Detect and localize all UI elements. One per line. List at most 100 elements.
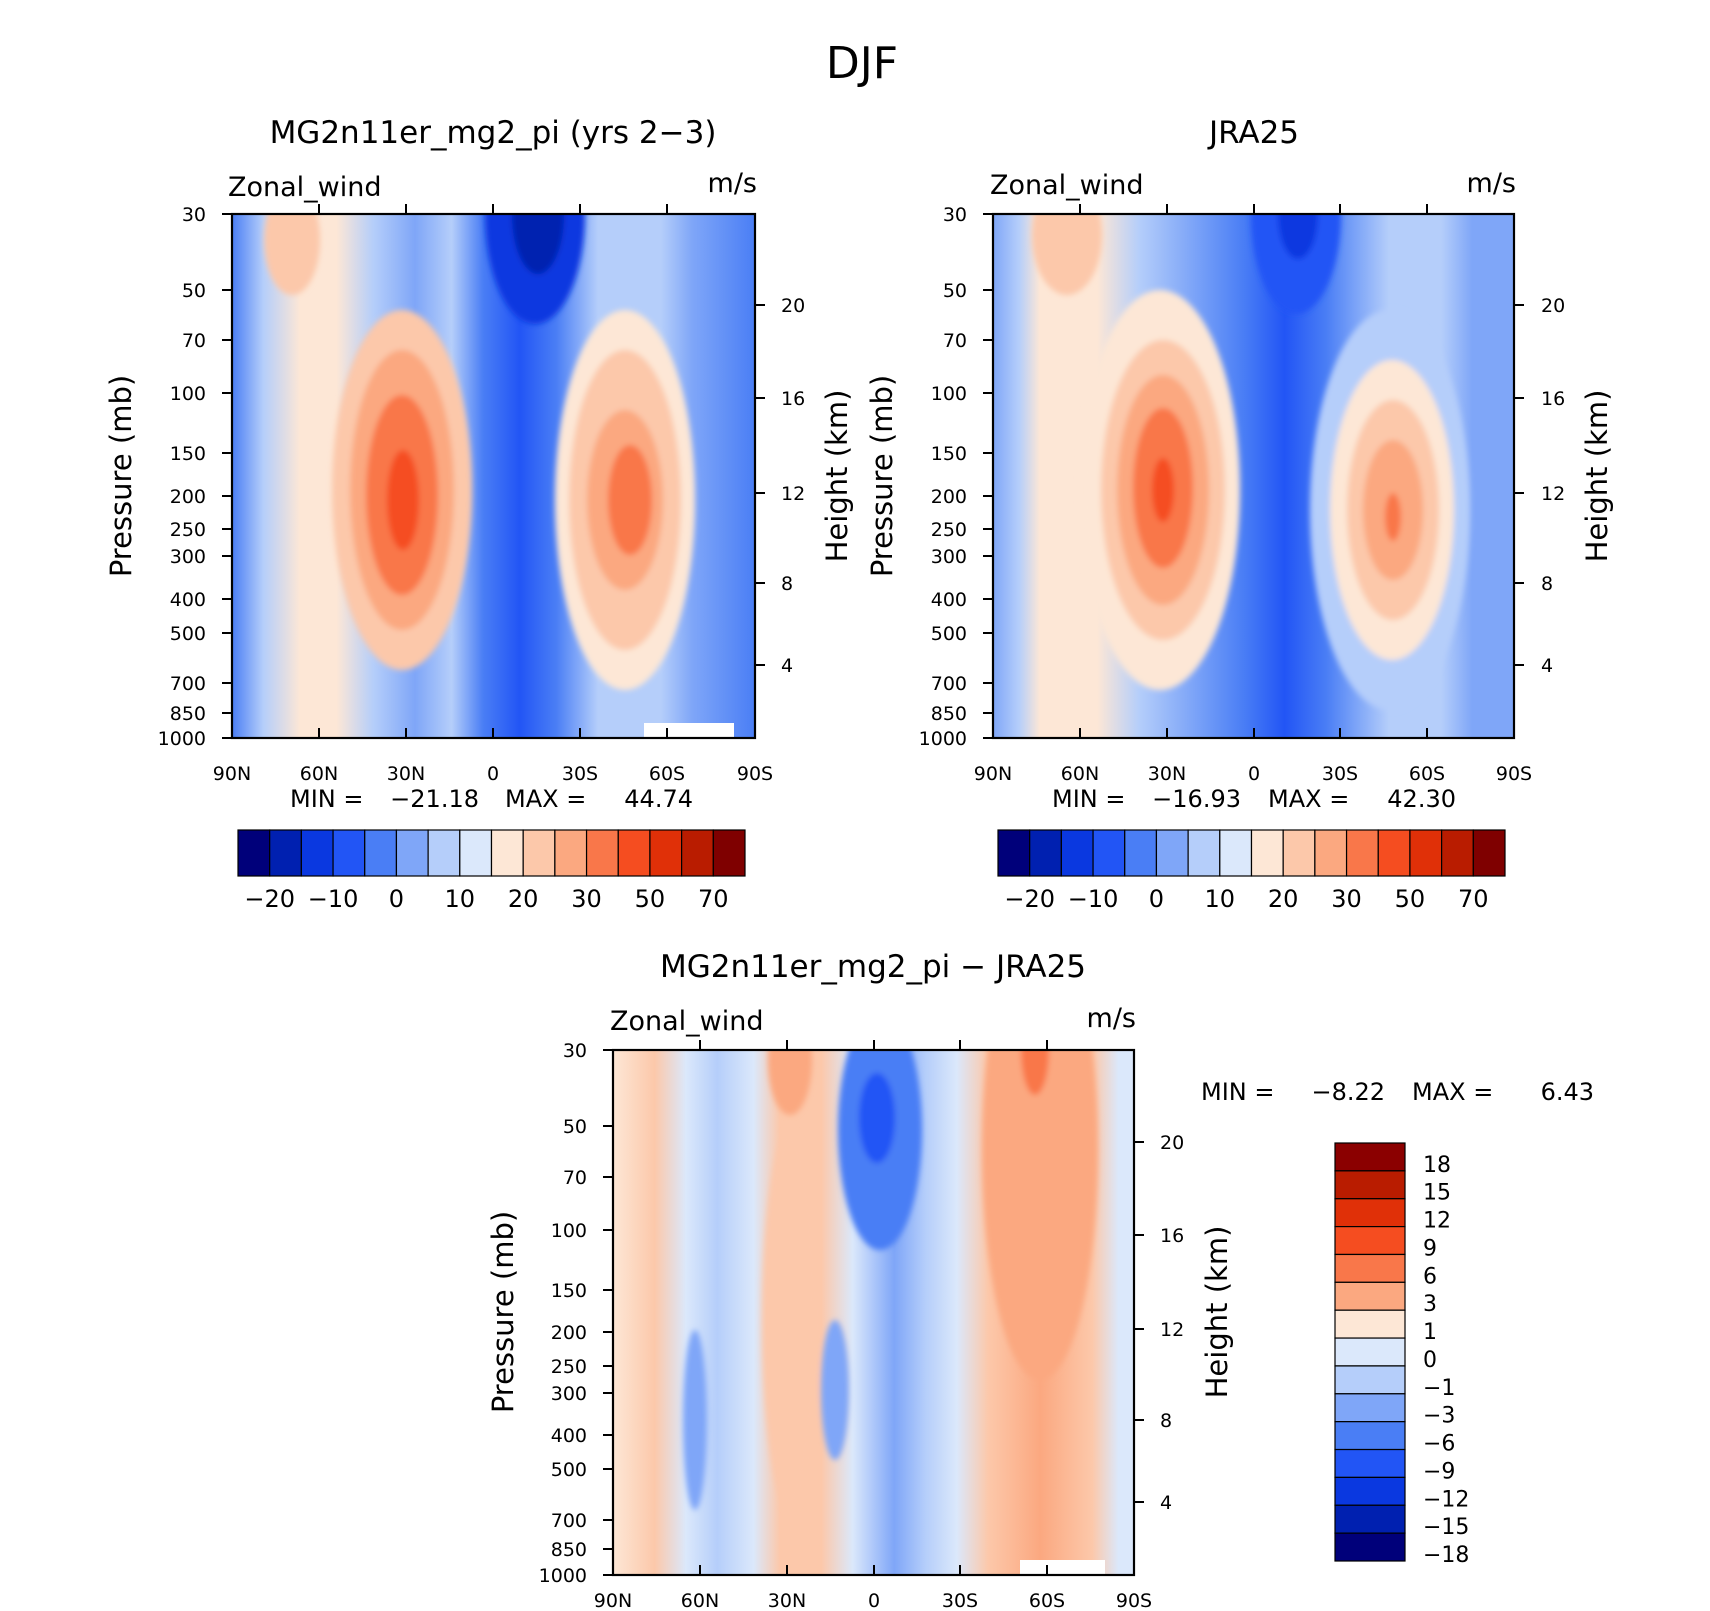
- y-tick-label: 1000: [158, 728, 206, 750]
- easterly-core-inner: [1278, 214, 1318, 259]
- positive-core-sh: [982, 1050, 1098, 1380]
- y-tick-label: 700: [551, 1510, 587, 1532]
- colorbar-swatch: [490, 829, 524, 877]
- colorbar-swatch: [522, 829, 556, 877]
- colorbar-swatch: [269, 829, 302, 877]
- colorbar-label: 0: [1149, 885, 1164, 913]
- y-axis: 30 50 70 100 150 200 250 300 400 500 700…: [539, 1040, 613, 1587]
- colorbar-label: 0: [1423, 1348, 1437, 1373]
- colorbar-label: −12: [1423, 1487, 1469, 1512]
- colorbar-label: −10: [1068, 885, 1119, 913]
- x-tick-label: 30S: [562, 763, 598, 785]
- min-value: −16.93: [1152, 785, 1241, 813]
- colorbar-swatch: [1345, 829, 1379, 877]
- y-tick-label: 700: [931, 673, 967, 695]
- colorbar-label: 15: [1423, 1181, 1451, 1206]
- right-tick-label: 12: [1541, 483, 1565, 505]
- right-tick-label: 4: [1160, 1492, 1172, 1514]
- max-value: 44.74: [624, 785, 693, 813]
- colorbar-label: −3: [1423, 1404, 1455, 1429]
- panel-title: MG2n11er_mg2_pi (yrs 2−3): [270, 115, 717, 151]
- colorbar-label: 12: [1423, 1209, 1451, 1234]
- right-tick-label: 16: [1160, 1225, 1184, 1247]
- right-tick-label: 8: [781, 573, 793, 595]
- colorbar-swatch: [1219, 829, 1253, 877]
- x-tick-label: 60S: [1409, 763, 1445, 785]
- x-tick-label: 60S: [649, 763, 685, 785]
- x-tick-label: 90S: [737, 763, 773, 785]
- colorbar-label: −9: [1423, 1459, 1455, 1484]
- colorbar-swatch: [1334, 1198, 1406, 1228]
- y-tick-label: 500: [551, 1459, 587, 1481]
- colorbar-swatch: [585, 829, 619, 877]
- colorbar-label: 70: [698, 885, 729, 913]
- colorbar-swatch: [1250, 829, 1284, 877]
- positive-peak-30n: [768, 1050, 812, 1115]
- x-tick-label: 90N: [213, 763, 251, 785]
- max-value: 6.43: [1541, 1078, 1594, 1106]
- colorbar: −20 −10 0 10 20 30 50 70: [237, 829, 746, 913]
- right-tick-label: 4: [1541, 655, 1553, 677]
- colorbar-swatch: [1092, 829, 1126, 877]
- colorbar-label: 9: [1423, 1236, 1437, 1261]
- nh-strato-jet: [1032, 214, 1102, 295]
- colorbar-swatch: [1334, 1281, 1406, 1311]
- colorbar-label: 3: [1423, 1292, 1437, 1317]
- missing-data-region: [1020, 1560, 1105, 1575]
- right-tick-label: 16: [1541, 388, 1565, 410]
- colorbar-swatch: [1334, 1504, 1406, 1534]
- colorbar-swatch: [395, 829, 429, 877]
- colorbar: 18 15 129 6 3 1 0 −1 −3 −6−9 −12 −15 −18: [1334, 1142, 1469, 1568]
- x-tick-label: 30N: [768, 1590, 806, 1611]
- colorbar-swatch: [1334, 1532, 1406, 1562]
- y-tick-label: 100: [931, 383, 967, 405]
- y-tick-label: 150: [551, 1280, 587, 1302]
- x-tick-label: 60S: [1029, 1590, 1065, 1611]
- y-axis-title: Pressure (mb): [865, 375, 899, 577]
- colorbar-swatch: [1282, 829, 1316, 877]
- easterly-core-inner: [512, 214, 564, 274]
- y-tick-label: 850: [551, 1539, 587, 1561]
- y-tick-label: 150: [931, 443, 967, 465]
- y-tick-label: 400: [170, 589, 206, 611]
- stats-line: MIN = −16.93 MAX = 42.30: [1052, 785, 1456, 813]
- x-axis: 90N 60N 30N 0 30S 60S 90S: [974, 204, 1532, 785]
- min-label: MIN =: [1052, 785, 1125, 813]
- units-label: m/s: [1467, 168, 1516, 199]
- right-tick-label: 12: [781, 483, 805, 505]
- max-label: MAX =: [1412, 1078, 1493, 1106]
- colorbar-label: 30: [1331, 885, 1362, 913]
- right-tick-label: 8: [1160, 1410, 1172, 1432]
- right-tick-label: 12: [1160, 1319, 1184, 1341]
- colorbar-swatch: [1334, 1225, 1406, 1256]
- colorbar-label: 0: [389, 885, 404, 913]
- right-axis-title: Height (km): [820, 390, 854, 563]
- y-axis-title: Pressure (mb): [104, 375, 138, 577]
- y-axis-title: Pressure (mb): [486, 1211, 520, 1413]
- min-value: −8.22: [1311, 1078, 1385, 1106]
- x-axis: 90N 60N 30N 0 30S 60S 90S: [213, 204, 773, 785]
- y-tick-label: 1000: [919, 728, 967, 750]
- jet-core-sh-peak: [1385, 493, 1401, 541]
- colorbar-label: 50: [635, 885, 666, 913]
- y-tick-label: 850: [170, 703, 206, 725]
- y-tick-label: 850: [931, 703, 967, 725]
- easterly-core-outer: [1251, 214, 1341, 314]
- y-tick-label: 70: [563, 1167, 587, 1189]
- x-tick-label: 30S: [942, 1590, 978, 1611]
- colorbar-swatch: [1334, 1337, 1406, 1367]
- units-label: m/s: [1087, 1003, 1136, 1034]
- colorbar-swatch: [649, 829, 683, 877]
- x-tick-label: 30S: [1322, 763, 1358, 785]
- variable-label: Zonal_wind: [990, 170, 1144, 201]
- colorbar-swatch: [617, 829, 651, 877]
- positive-peak-sh: [1021, 1050, 1049, 1095]
- right-tick-label: 8: [1541, 573, 1553, 595]
- right-axis: 20 16 12 8 4: [1514, 295, 1565, 677]
- colorbar-swatch: [427, 829, 461, 877]
- nh-strato-jet: [264, 214, 320, 295]
- right-tick-label: 20: [1160, 1132, 1184, 1154]
- x-tick-label: 90S: [1116, 1590, 1152, 1611]
- x-tick-label: 90N: [974, 763, 1012, 785]
